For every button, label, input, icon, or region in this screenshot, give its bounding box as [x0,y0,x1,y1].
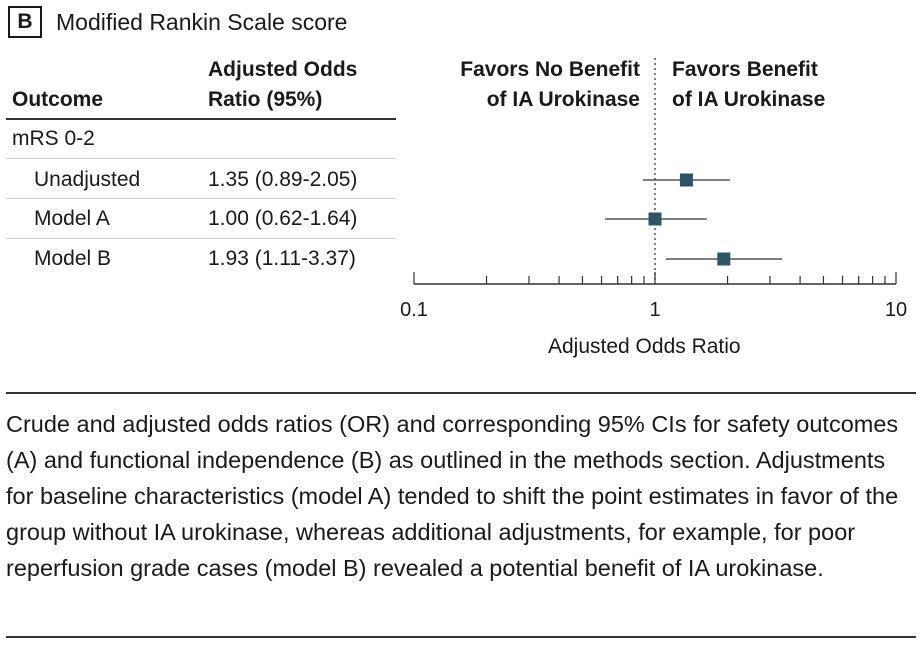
group-label: mRS 0-2 [12,127,95,150]
panel-label: B [8,6,42,38]
point-estimate-marker [717,252,731,266]
x-axis-title: Adjusted Odds Ratio [548,335,741,358]
row-value-unadjusted: 1.35 (0.89-2.05) [208,168,358,191]
panel-title: Modified Rankin Scale score [56,9,348,35]
or-column-header-line1: Adjusted Odds [208,58,358,81]
figure-caption: Crude and adjusted odds ratios (OR) and … [6,411,899,581]
point-estimate-marker [648,212,662,226]
x-tick-label: 0.1 [400,299,428,321]
row-label-model-a: Model A [34,207,110,230]
x-tick-label: 1 [649,299,660,321]
favors-right-line1: Favors Benefit [672,58,818,81]
favors-left-line1: Favors No Benefit [460,58,640,81]
caption-top-rule [6,392,916,394]
favors-right-line2: of IA Urokinase [672,88,826,111]
row-divider [6,238,396,239]
row-divider [6,158,396,159]
outcome-column-header: Outcome [12,88,104,111]
or-column-header-line2: Ratio (95%) [208,88,323,111]
row-divider [6,198,396,199]
row-label-model-b: Model B [34,247,112,270]
header-rule [6,118,396,120]
row-value-model-b: 1.93 (1.11-3.37) [208,247,356,270]
point-estimate-marker [679,173,693,187]
favors-left-line2: of IA Urokinase [486,88,640,111]
row-label-unadjusted: Unadjusted [34,168,141,191]
caption-bottom-rule [6,636,916,638]
forest-plot: 0.1 1 10 [400,58,907,321]
x-tick-label: 10 [885,299,907,321]
row-value-model-a: 1.00 (0.62-1.64) [208,207,358,230]
